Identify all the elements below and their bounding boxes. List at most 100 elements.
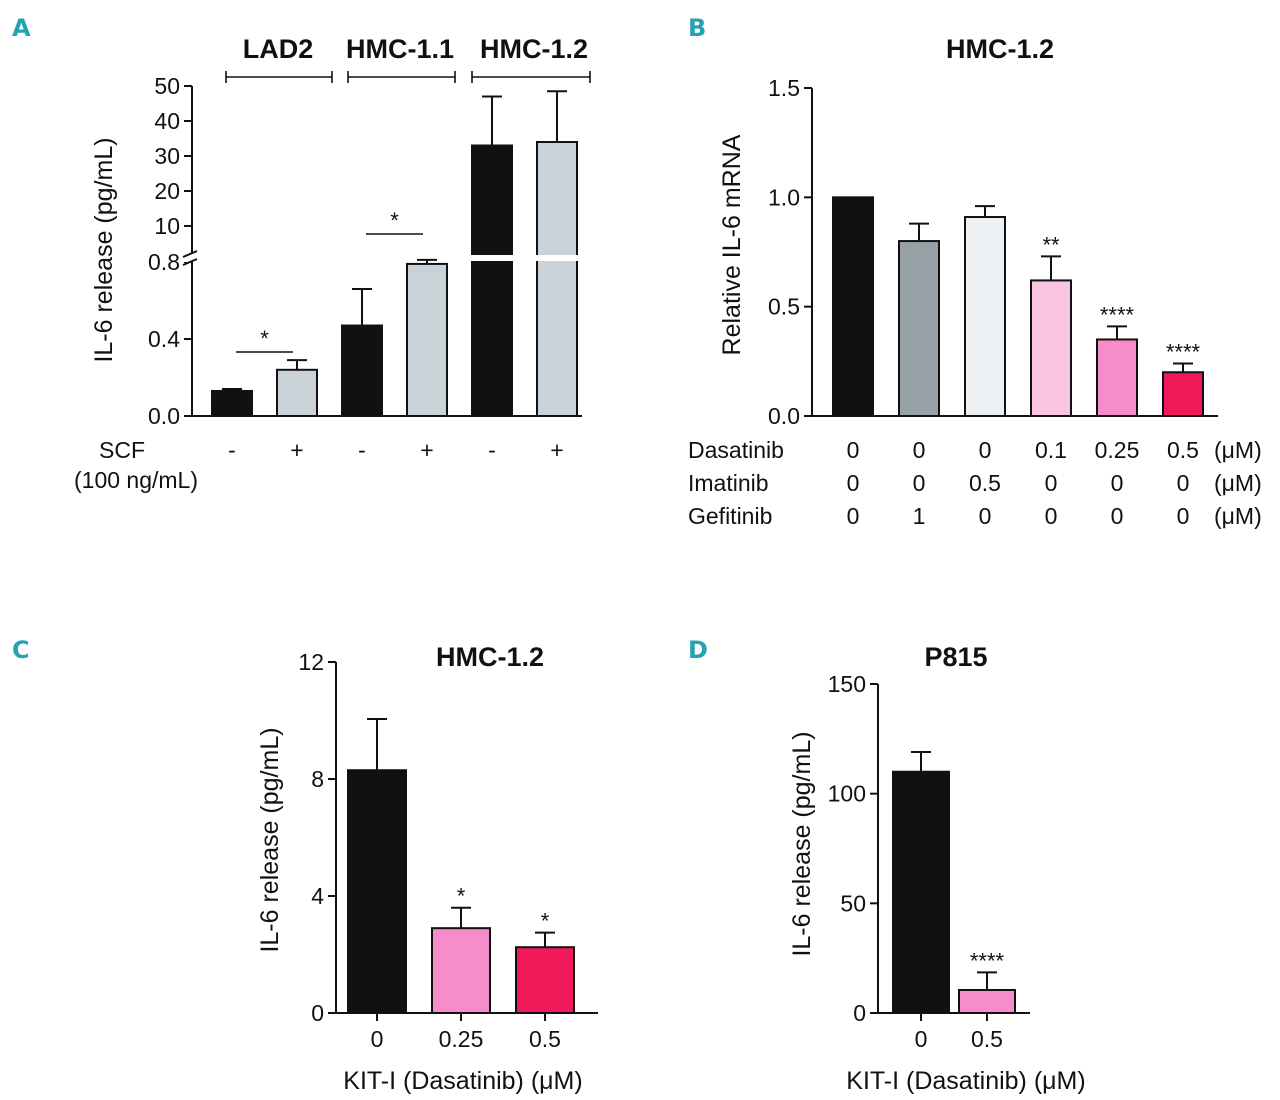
b-significance-stars: ****	[1100, 302, 1135, 327]
b-bar	[832, 196, 874, 417]
c-error-bar	[367, 718, 387, 771]
b-error-bar	[909, 222, 929, 242]
d-significance-stars: ****	[970, 948, 1005, 973]
panel-a-group-label-lad2: LAD2	[243, 34, 314, 64]
c-x-tick-label: 0.25	[439, 1026, 484, 1052]
panel-b-title: HMC-1.2	[946, 34, 1054, 64]
b-bar	[1096, 338, 1138, 418]
panel-a-condition-name: SCF	[99, 437, 145, 463]
panel-a-axis-break	[182, 254, 198, 262]
b-significance-stars: ****	[1166, 340, 1201, 365]
panel-c: C HMC-1.2 IL-6 release (pg/mL) KIT-I (Da…	[12, 636, 598, 1095]
panel-c-bars: **	[347, 718, 575, 1014]
b-y-tick-label: 1.5	[768, 75, 800, 101]
c-bar	[431, 927, 491, 1014]
panel-b-condition-value: 0	[1177, 470, 1190, 496]
panel-b-condition-value: 0.1	[1035, 437, 1067, 463]
c-y-tick-label: 8	[311, 766, 324, 792]
panel-a-significance-star: *	[260, 326, 269, 351]
panel-a-y-tick-label: 30	[154, 143, 180, 169]
panel-a-y-tick-label: 0.0	[148, 403, 180, 429]
panel-b-condition-unit: (μM)	[1214, 437, 1262, 463]
panel-b-condition-name: Dasatinib	[688, 437, 784, 463]
c-x-tick-label: 0.5	[529, 1026, 561, 1052]
panel-b-condition-unit: (μM)	[1214, 470, 1262, 496]
b-error-bar	[975, 205, 995, 218]
panel-b-condition-value: 0	[1177, 503, 1190, 529]
c-error-bar	[451, 906, 471, 929]
panel-a-y-axis-label: IL-6 release (pg/mL)	[90, 137, 118, 362]
panel-a-bar	[276, 368, 318, 417]
panel-a-condition-value: +	[420, 437, 433, 463]
panel-a-group-label-hmc12: HMC-1.2	[480, 34, 588, 64]
panel-a-group-label-hmc11: HMC-1.1	[346, 34, 454, 64]
panel-a-y-tick-label: 0.8	[148, 249, 180, 275]
c-x-tick-label: 0	[371, 1026, 384, 1052]
panel-a-bar-break	[471, 255, 513, 261]
panel-b-letter: B	[688, 14, 706, 42]
panel-a-condition-value: -	[488, 437, 496, 463]
panel-a-bar	[406, 262, 448, 417]
panel-d-letter: D	[688, 636, 708, 664]
panel-a-y-tick-label: 0.4	[148, 326, 180, 352]
panel-a-bars: **	[211, 90, 578, 418]
c-bar	[515, 946, 575, 1014]
b-error-bar	[1107, 325, 1127, 340]
panel-a-bar	[536, 141, 578, 417]
b-bar	[964, 216, 1006, 417]
b-bar	[1030, 279, 1072, 417]
panel-b-condition-value: 1	[913, 503, 926, 529]
b-error-bar	[1173, 362, 1193, 373]
panel-b-condition-value: 0	[913, 437, 926, 463]
panel-a-bar	[471, 144, 513, 417]
panel-b-condition-unit: (μM)	[1214, 503, 1262, 529]
b-error-bar	[1041, 255, 1061, 281]
panel-d-title: P815	[924, 642, 987, 672]
panel-a-condition-unit: (100 ng/mL)	[74, 467, 198, 493]
panel-b-bars: **********	[832, 196, 1204, 418]
panel-b-condition-value: 0	[1111, 503, 1124, 529]
d-y-tick-label: 150	[828, 671, 866, 697]
b-y-tick-label: 1.0	[768, 184, 800, 210]
panel-a-error-bar	[352, 287, 372, 326]
panel-c-letter: C	[12, 636, 30, 664]
panel-b-condition-value: 0	[1045, 470, 1058, 496]
panel-d: D P815 IL-6 release (pg/mL) KIT-I (Dasat…	[688, 636, 1086, 1095]
panel-a-condition-value: -	[358, 437, 366, 463]
panel-b-condition-value: 0.25	[1095, 437, 1140, 463]
panel-b-y-axis: 0.0 0.5 1.0 1.5	[768, 75, 1218, 429]
panel-b-condition-value: 0	[979, 437, 992, 463]
panel-b-condition-table: Dasatinib 0 0 0 0.1 0.25 0.5 (μM) Imatinib 0 0 0.5 0…	[688, 437, 1262, 529]
c-significance-stars: *	[457, 884, 466, 909]
panel-a-condition-value: +	[550, 437, 563, 463]
panel-a-bar	[341, 324, 383, 417]
panel-a: A LAD2 HMC-1.1 HMC-1.2 IL-6 release (pg/…	[12, 14, 591, 493]
panel-b-condition-value: 0	[847, 470, 860, 496]
d-y-tick-label: 50	[840, 890, 866, 916]
panel-a-error-bar	[222, 388, 242, 391]
d-error-bar	[977, 971, 997, 990]
panel-a-letter: A	[12, 14, 31, 42]
panel-d-x-axis-label: KIT-I (Dasatinib) (μM)	[846, 1067, 1085, 1095]
panel-a-axis-break-marks	[182, 250, 198, 266]
c-error-bar	[535, 931, 555, 948]
panel-b-condition-value: 0	[847, 437, 860, 463]
panel-a-error-bar	[547, 90, 567, 142]
c-y-tick-label: 4	[311, 883, 324, 909]
panel-a-y-tick-label: 20	[154, 178, 180, 204]
b-bar	[1162, 371, 1204, 417]
panel-b-condition-value: 0	[1111, 470, 1124, 496]
panel-a-y-tick-label: 50	[154, 73, 180, 99]
b-y-tick-label: 0.0	[768, 403, 800, 429]
c-y-tick-label: 12	[298, 649, 324, 675]
panel-a-y-tick-label: 10	[154, 213, 180, 239]
panel-d-y-axis: 0 50 100 150 0 0.5	[828, 671, 1030, 1052]
panel-a-bar-break	[536, 255, 578, 261]
panel-a-group-brackets	[225, 71, 591, 83]
panel-d-bars: ****	[892, 750, 1016, 1014]
panel-b-condition-value: 0	[1045, 503, 1058, 529]
panel-b: B HMC-1.2 Relative IL-6 mRNA 0.0 0.5 1.0 1.…	[688, 14, 1262, 529]
panel-c-x-axis-label: KIT-I (Dasatinib) (μM)	[343, 1067, 582, 1095]
panel-b-y-axis-label: Relative IL-6 mRNA	[718, 134, 746, 355]
